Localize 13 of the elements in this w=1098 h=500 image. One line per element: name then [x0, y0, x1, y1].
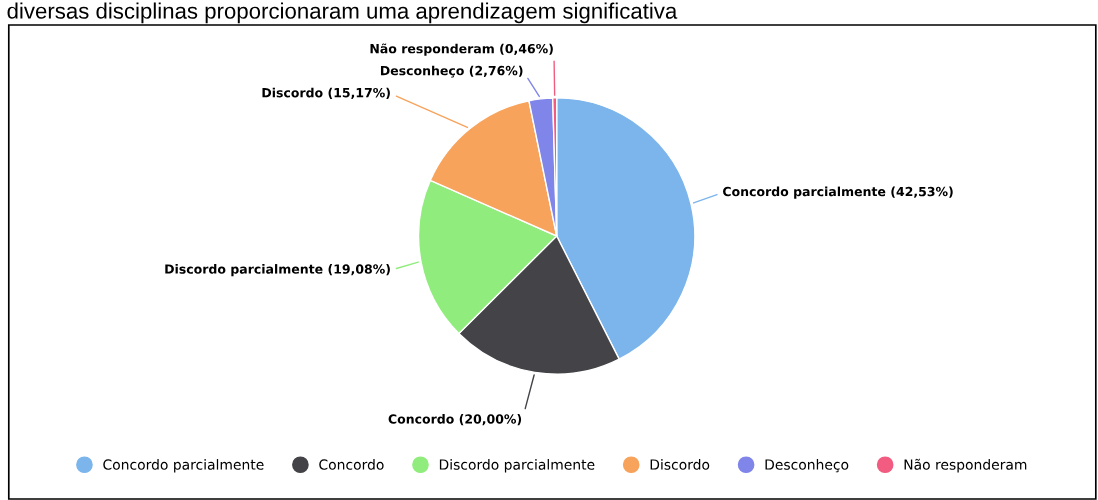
data-label: Não responderam (0,46%): [370, 43, 553, 56]
legend-label: Discordo: [650, 459, 710, 470]
data-label: Discordo (15,17%): [262, 87, 390, 100]
legend-label: Concordo: [319, 459, 384, 470]
data-label: Desconheço (2,76%): [380, 65, 523, 78]
legend-label: Não responderam: [904, 458, 1027, 473]
chart-title: diversas disciplinas proporcionaram uma aprendizagem significativa: [7, 2, 678, 24]
legend-label: Concordo parcialmente: [103, 459, 264, 473]
legend-label: Discordo parcialmente: [439, 459, 595, 473]
data-label: Discordo parcialmente (19,08%): [165, 264, 390, 277]
data-label: Concordo (20,00%): [388, 414, 522, 426]
legend-label: Desconheço: [765, 459, 849, 473]
data-label: Concordo parcialmente (42,53%): [723, 186, 953, 199]
